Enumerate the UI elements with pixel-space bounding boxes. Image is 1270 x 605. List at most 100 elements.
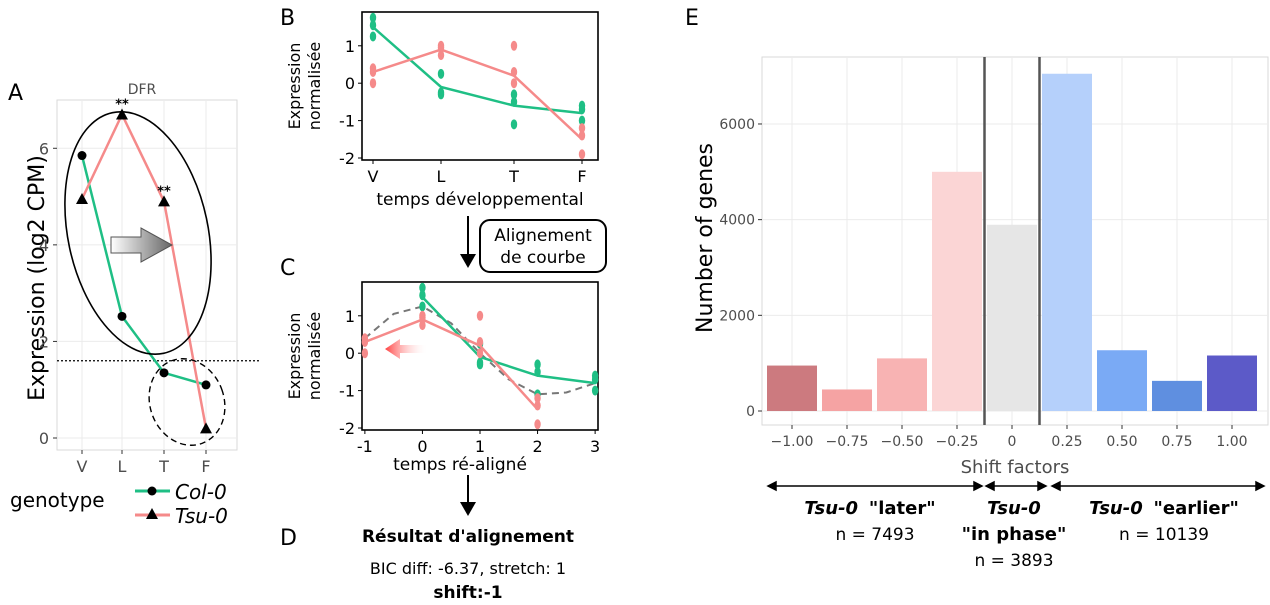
group-inphase-desc: "in phase" — [962, 524, 1067, 545]
shift-right-arrow — [110, 227, 174, 263]
b-content-y-tick-label: 1 — [345, 37, 355, 56]
c-content-replicate-point — [476, 359, 484, 370]
legend-item-tsu0: Tsu-0 — [135, 504, 228, 528]
group-later-label: Tsu-0 "later" — [804, 498, 935, 519]
c-content-replicate-point — [419, 320, 426, 331]
panel-a-background — [56, 99, 238, 451]
c-content-x-tick-label: 2 — [532, 437, 542, 456]
e-x-tick-label: 0 — [1008, 434, 1017, 450]
c-content-replicate-point — [534, 393, 541, 404]
a-point-tsu0 — [200, 422, 212, 434]
b-content-replicate-point — [510, 78, 518, 89]
panel-c-y-label-line2: normalisée — [305, 312, 324, 401]
b-content-replicate-point — [578, 115, 586, 126]
group-inphase-count: n = 3893 — [974, 551, 1053, 571]
c-content-y-tick-label: 1 — [345, 307, 355, 326]
e-bar — [1152, 380, 1202, 411]
a-x-tick-label: T — [158, 457, 169, 476]
group-later-genotype: Tsu-0 — [804, 498, 858, 519]
a-point-col0 — [159, 368, 169, 378]
b-content-y-tick-label: -1 — [339, 112, 355, 131]
c-content-x-tick-label: -1 — [357, 437, 373, 456]
a-series-line-tsu0 — [80, 111, 208, 429]
group-inphase-genotype: Tsu-0 — [987, 498, 1041, 519]
b-content-replicate-point — [369, 31, 377, 42]
legend-label-col0: Col-0 — [175, 480, 227, 504]
b-content-replicate-point — [510, 40, 518, 51]
e-bar — [877, 358, 927, 411]
c-content-replicate-point — [419, 282, 426, 293]
b-content-replicate-point — [437, 40, 445, 51]
a-point-tsu0 — [116, 108, 128, 120]
panel-a-y-axis-label: Expression (log2 CPM) — [25, 155, 50, 401]
a-point-col0 — [201, 380, 211, 390]
a-y-tick-label: 4 — [39, 236, 49, 255]
panel-e-x-axis-label: Shift factors — [961, 457, 1070, 478]
panel-b-y-label-line2: normalisée — [305, 42, 324, 131]
e-bar — [1042, 73, 1092, 412]
panel-c-x-axis-label: temps ré-aligné — [393, 455, 527, 475]
e-bar — [1207, 355, 1257, 411]
c-content-fit-curve — [364, 305, 596, 396]
e-x-tick-label: −1.00 — [771, 434, 814, 450]
panel-c-y-label-line1: Expression — [285, 313, 304, 400]
alignment-step: Alignement de courbe — [460, 216, 607, 273]
a-point-col0 — [77, 151, 87, 161]
b-content-replicate-point — [510, 89, 518, 100]
panel-letter-a: A — [8, 81, 23, 106]
c-content-replicate-point — [419, 301, 426, 312]
group-later-desc: "later" — [869, 498, 936, 519]
result-arrow — [460, 475, 476, 516]
c-content-replicate-point — [476, 310, 484, 321]
e-y-tick-label: 4000 — [719, 213, 755, 229]
e-bar — [932, 171, 982, 411]
panel-letter-c: C — [280, 256, 295, 281]
late-cluster-ellipse — [148, 358, 226, 446]
c-content-replicate-point — [476, 348, 484, 359]
result-line1: BIC diff: -6.37, stretch: 1 — [370, 559, 566, 578]
c-content-replicate-point — [534, 359, 541, 370]
panel-letter-e: E — [685, 6, 699, 31]
e-x-tick-label: −0.50 — [881, 434, 924, 450]
b-content-mean-line-col0 — [372, 26, 583, 115]
panel-a-chart: DFR Expression (log2 CPM) 0 2 4 6 V L T F ** ** g… — [10, 82, 259, 528]
e-x-tick-label: 0.75 — [1161, 434, 1192, 450]
group-earlier-label: Tsu-0 "earlier" — [1089, 498, 1239, 519]
group-earlier-count: n = 10139 — [1119, 525, 1209, 545]
e-bar — [1097, 350, 1147, 411]
panel-a-title: DFR — [128, 82, 157, 98]
b-content-y-tick-label: -2 — [339, 149, 355, 168]
a-y-tick-label: 6 — [39, 139, 49, 158]
e-x-tick-label: −0.75 — [826, 434, 869, 450]
b-content-x-tick-label: T — [508, 167, 519, 186]
c-content-replicate-point — [361, 348, 369, 359]
alignment-box — [479, 219, 607, 273]
b-content-x-tick-label: V — [368, 167, 379, 186]
b-content-x-tick-label: F — [577, 167, 586, 186]
b-content-mean-line-tsu0 — [372, 48, 583, 141]
group-earlier-genotype: Tsu-0 — [1089, 498, 1143, 519]
panel-b-frame — [361, 11, 599, 161]
a-significance-label: ** — [157, 184, 171, 199]
b-content-replicate-point — [437, 89, 445, 100]
e-x-tick-label: 0.25 — [1051, 434, 1082, 450]
panel-letter-b: B — [280, 6, 295, 31]
c-content-x-tick-label: 1 — [475, 437, 485, 456]
a-point-tsu0 — [76, 192, 88, 204]
panel-d-result: Résultat d'alignement BIC diff: -6.37, s… — [362, 527, 574, 603]
e-bar — [767, 365, 817, 411]
b-content-replicate-point — [578, 123, 586, 134]
alignment-box-line2: de courbe — [500, 248, 585, 268]
group-arrows — [766, 480, 1266, 492]
alignment-box-line1: Alignement — [494, 226, 592, 246]
a-series-line-col0 — [80, 155, 207, 387]
b-content-x-tick-label: L — [437, 167, 446, 186]
c-content-mean-line-col0 — [421, 296, 596, 385]
a-y-tick-label: 2 — [39, 332, 49, 351]
legend-item-col0: Col-0 — [135, 480, 227, 504]
a-y-tick-label: 0 — [39, 429, 49, 448]
b-content-y-tick-label: 0 — [345, 74, 355, 93]
panel-b-y-label-line1: Expression — [285, 43, 304, 130]
group-later-count: n = 7493 — [835, 525, 914, 545]
